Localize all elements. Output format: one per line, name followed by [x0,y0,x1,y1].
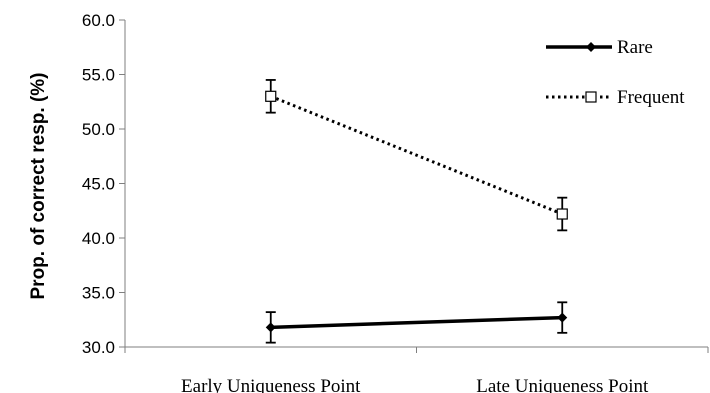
y-tick-label: 40.0 [82,229,115,248]
series-line [270,94,563,216]
series-frequent [265,79,568,232]
y-tick-label: 55.0 [82,66,115,85]
y-tick-label: 60.0 [82,11,115,30]
series-line [270,315,563,330]
x-axis-categories: Early Uniqueness Point Late Uniqueness Po… [124,347,709,393]
legend: Rare Frequent [546,37,685,108]
series-rare [265,301,568,344]
legend-label: Rare [617,37,653,58]
data-point [557,312,568,323]
data-point [556,208,568,220]
series-layer [265,79,568,344]
data-point [265,90,277,102]
y-tick-label: 50.0 [82,120,115,139]
x-category-label: Late Uniqueness Point [476,376,649,393]
y-axis-title: Prop. of correct resp. (%) [28,73,49,300]
legend-marker [586,42,596,52]
x-category-label: Early Uniqueness Point [181,376,361,393]
legend-marker [585,91,597,103]
y-tick-label: 30.0 [82,338,115,357]
y-tick-label: 45.0 [82,175,115,194]
y-tick-label: 35.0 [82,284,115,303]
y-axis-ticks: 30.0 35.0 40.0 45.0 50.0 55.0 60.0 [82,11,125,357]
data-point [265,322,276,333]
legend-label: Frequent [617,87,685,108]
